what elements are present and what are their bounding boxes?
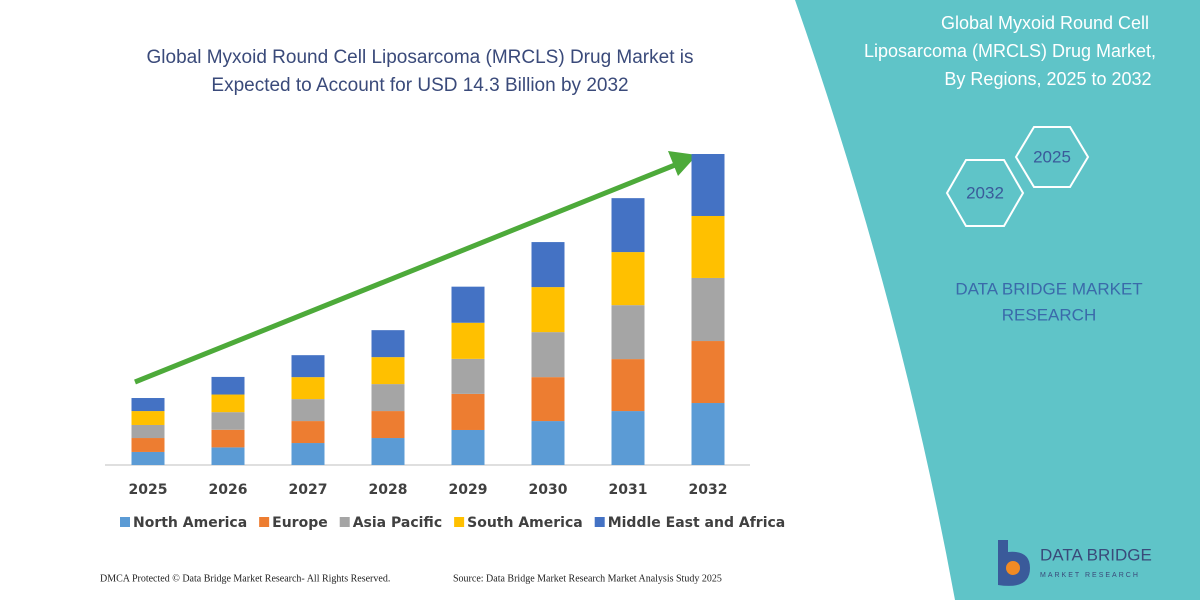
bar-segment [451,358,485,394]
x-tick-label: 2027 [289,482,328,498]
panel-title: Liposarcoma (MRCLS) Drug Market, [864,41,1156,61]
brand-text: DATA BRIDGE MARKET [955,279,1142,298]
bar-segment [371,411,405,439]
bar-segment [691,215,725,278]
bar-segment [531,377,565,422]
bar-segment [371,330,405,358]
bar-segment [131,411,165,425]
bar-segment [691,341,725,404]
bar-segment [611,198,645,253]
bar-segment [691,277,725,342]
bar-segment [371,357,405,385]
bar-segment [131,451,165,465]
trend-arrow [134,160,681,385]
bar-segment [691,403,725,465]
x-tick-label: 2026 [209,482,248,498]
chart-title: Global Myxoid Round Cell Liposarcoma (MR… [147,47,694,68]
bar-segment [611,305,645,360]
bar-segment [531,287,565,333]
bar-segment [611,411,645,465]
footer-right: Source: Data Bridge Market Research Mark… [453,573,722,584]
legend-label: Europe [272,515,328,531]
logo: DATA BRIDGE MARKET RESEARCH [998,540,1152,586]
bar-segment [211,394,245,413]
bar-segment [611,359,645,412]
bar-segment [531,332,565,378]
logo-dot [1006,561,1020,575]
x-tick-label: 2032 [689,482,728,498]
panel-title: Global Myxoid Round Cell [941,13,1149,33]
x-tick-label: 2028 [369,482,408,498]
bar-segment [291,443,325,465]
bar-segment [451,393,485,430]
bar-segment [211,376,245,395]
bar-segment [131,438,165,452]
bar-segment [131,424,165,439]
bar-segment [371,438,405,465]
hexagon [945,159,1025,227]
bar-segment [291,355,325,378]
chart-title: Expected to Account for USD 14.3 Billion… [211,75,628,96]
bar-segment [451,322,485,359]
bar-segment [291,399,325,422]
bar-segment [211,447,245,465]
bar-segment [611,252,645,306]
legend-label: South America [467,515,583,531]
legend-label: Asia Pacific [353,515,442,531]
bar-segment [691,154,725,216]
bar-segment [531,242,565,288]
bar-segment [371,384,405,412]
legend-swatch [259,517,270,527]
hexagon-label: 2032 [966,183,1004,202]
x-tick-label: 2025 [129,482,168,498]
side-panel [795,0,1200,600]
bar-segment [211,412,245,430]
legend-label: Middle East and Africa [608,515,786,531]
x-tick-label: 2031 [609,482,648,498]
arrow-head [668,151,697,176]
legend-swatch [120,517,130,527]
x-tick-label: 2029 [449,482,488,498]
bar-segment [291,421,325,444]
bar-segment [211,429,245,448]
legend-label: North America [133,515,247,531]
legend-swatch [339,517,350,527]
hexagon-label: 2025 [1033,147,1071,166]
panel-title: By Regions, 2025 to 2032 [944,69,1151,89]
logo-tagline: MARKET RESEARCH [1040,572,1140,579]
legend-swatch [594,517,605,527]
legend-swatch [454,517,465,527]
logo-name: DATA BRIDGE [1040,545,1152,564]
footer-left: DMCA Protected © Data Bridge Market Rese… [100,573,390,584]
bar-segment [451,286,485,323]
bar-segment [291,377,325,400]
hexagon [1014,126,1090,188]
bar-segment [451,429,485,465]
bar-segment [131,398,165,412]
brand-text: RESEARCH [1002,305,1096,324]
bar-segment [531,421,565,465]
x-tick-label: 2030 [529,482,568,498]
